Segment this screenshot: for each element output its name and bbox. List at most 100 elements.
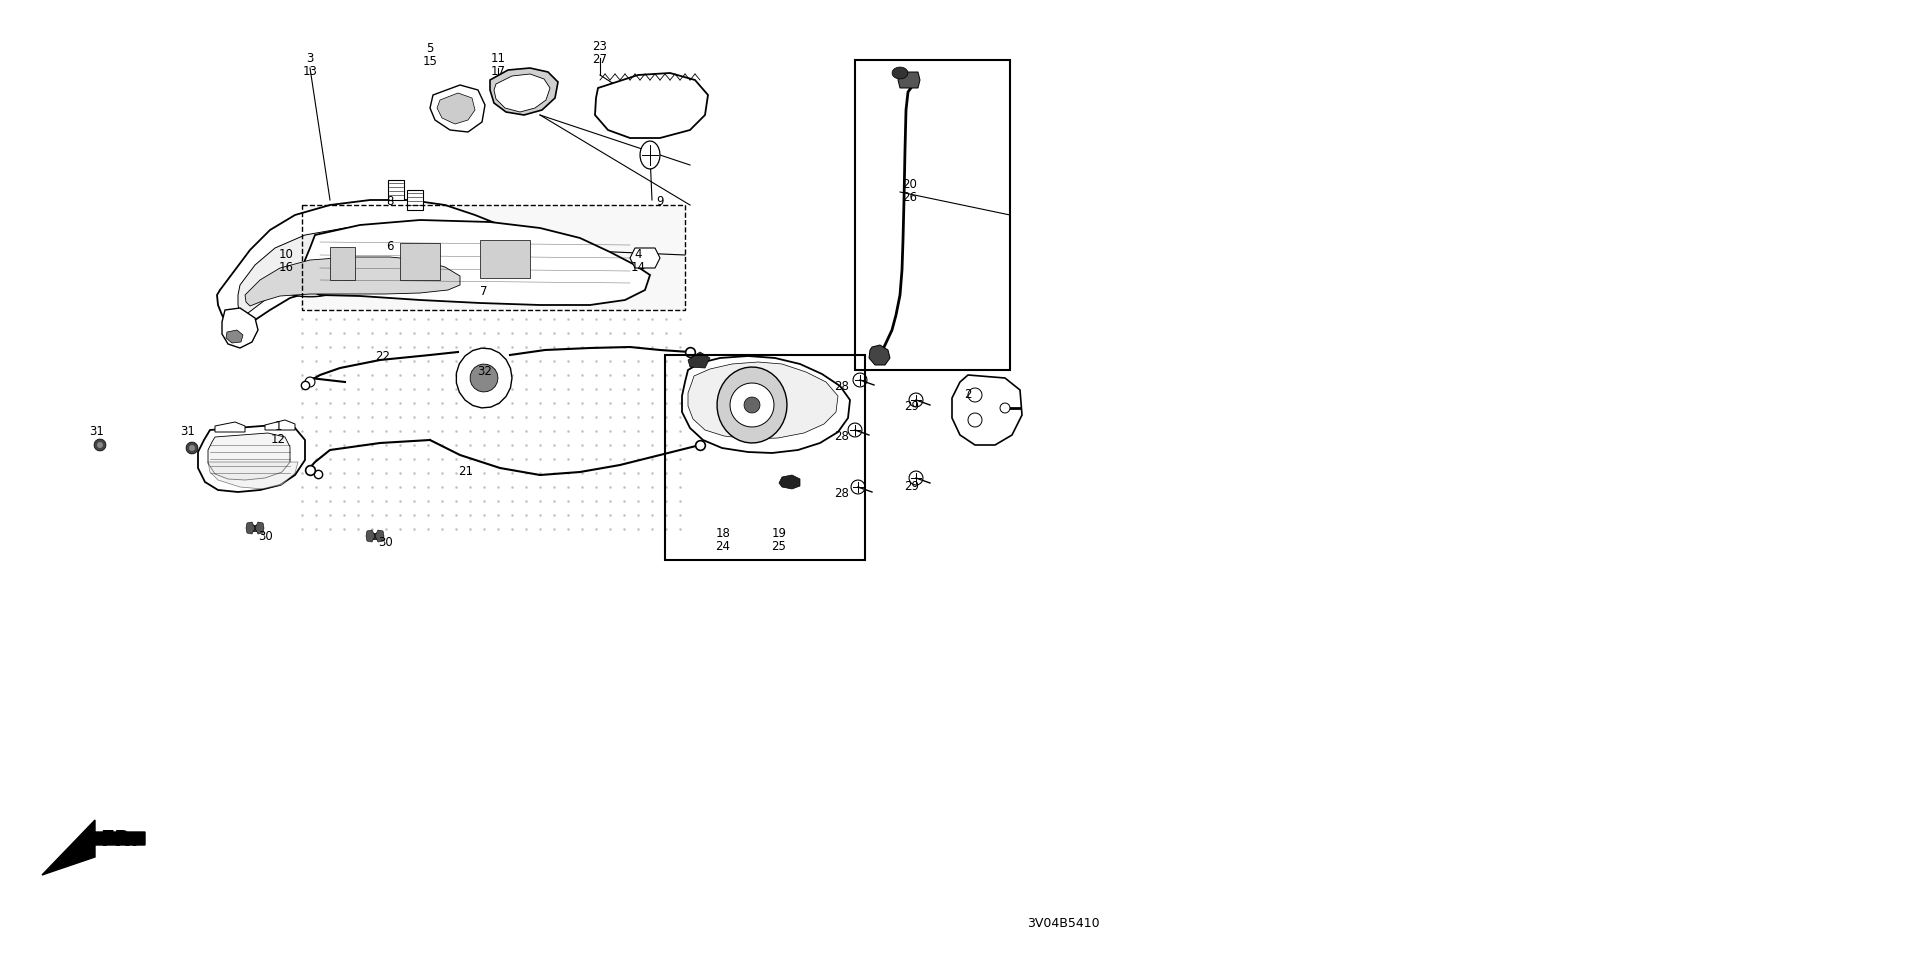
- Polygon shape: [639, 141, 660, 169]
- Text: 20: 20: [902, 178, 918, 191]
- Polygon shape: [952, 375, 1021, 445]
- Polygon shape: [780, 475, 801, 489]
- Polygon shape: [42, 820, 146, 875]
- Polygon shape: [207, 462, 298, 489]
- Polygon shape: [246, 522, 255, 534]
- Polygon shape: [968, 413, 981, 427]
- Text: 4: 4: [634, 248, 641, 261]
- Text: 23: 23: [593, 40, 607, 53]
- Polygon shape: [223, 308, 257, 348]
- Text: 15: 15: [422, 55, 438, 68]
- Polygon shape: [227, 330, 244, 343]
- Polygon shape: [1000, 403, 1010, 413]
- Polygon shape: [457, 348, 513, 408]
- Text: 29: 29: [904, 480, 920, 493]
- Text: 26: 26: [902, 191, 918, 204]
- Polygon shape: [682, 356, 851, 453]
- Text: 8: 8: [386, 195, 394, 208]
- Polygon shape: [238, 225, 497, 316]
- Text: 12: 12: [271, 433, 286, 446]
- Text: 28: 28: [835, 487, 849, 500]
- Text: 28: 28: [835, 430, 849, 443]
- Text: 16: 16: [278, 261, 294, 274]
- Polygon shape: [265, 420, 296, 430]
- Polygon shape: [198, 425, 305, 492]
- Text: 10: 10: [278, 248, 294, 261]
- Bar: [301, 205, 685, 310]
- Polygon shape: [188, 445, 196, 451]
- Text: 17: 17: [490, 65, 505, 78]
- Text: 31: 31: [90, 425, 104, 438]
- Polygon shape: [968, 388, 981, 402]
- Text: 25: 25: [772, 540, 787, 553]
- Polygon shape: [430, 85, 486, 132]
- Polygon shape: [893, 67, 908, 79]
- Text: 5: 5: [426, 42, 434, 55]
- Text: 21: 21: [459, 465, 474, 478]
- Polygon shape: [687, 352, 710, 368]
- Polygon shape: [407, 190, 422, 210]
- Text: 3: 3: [307, 52, 313, 65]
- Polygon shape: [371, 533, 380, 539]
- Text: 1: 1: [275, 420, 282, 433]
- Polygon shape: [687, 362, 837, 439]
- Text: 7: 7: [480, 285, 488, 298]
- Polygon shape: [730, 383, 774, 427]
- Text: 30: 30: [378, 536, 394, 549]
- Polygon shape: [367, 530, 374, 542]
- Polygon shape: [330, 247, 355, 280]
- Text: 27: 27: [593, 53, 607, 66]
- Polygon shape: [305, 377, 315, 387]
- Text: 32: 32: [478, 365, 492, 378]
- Polygon shape: [851, 480, 866, 494]
- Text: 22: 22: [376, 350, 390, 363]
- Polygon shape: [301, 220, 651, 305]
- Polygon shape: [899, 72, 920, 88]
- Bar: [664, 355, 866, 560]
- Polygon shape: [595, 73, 708, 138]
- Polygon shape: [388, 180, 403, 200]
- Polygon shape: [849, 423, 862, 437]
- Text: 30: 30: [259, 530, 273, 543]
- Polygon shape: [630, 248, 660, 268]
- Polygon shape: [399, 243, 440, 280]
- Polygon shape: [716, 367, 787, 443]
- Text: 24: 24: [716, 540, 730, 553]
- Text: 14: 14: [630, 261, 645, 274]
- Text: 18: 18: [716, 527, 730, 540]
- Polygon shape: [908, 471, 924, 485]
- Text: 11: 11: [490, 52, 505, 65]
- Text: 2: 2: [964, 388, 972, 401]
- Polygon shape: [250, 525, 259, 531]
- Text: 28: 28: [835, 380, 849, 393]
- Text: 29: 29: [904, 400, 920, 413]
- Text: 9: 9: [657, 195, 664, 208]
- Polygon shape: [246, 257, 461, 306]
- Polygon shape: [490, 68, 559, 115]
- Bar: [854, 60, 1010, 370]
- Text: 6: 6: [386, 240, 394, 253]
- Text: 3V04B5410: 3V04B5410: [1027, 917, 1100, 930]
- Polygon shape: [217, 200, 520, 330]
- Polygon shape: [284, 269, 336, 291]
- Polygon shape: [207, 433, 290, 480]
- Polygon shape: [438, 93, 474, 124]
- Polygon shape: [745, 397, 760, 413]
- Polygon shape: [255, 522, 265, 534]
- Text: 19: 19: [772, 527, 787, 540]
- Polygon shape: [94, 439, 106, 451]
- Polygon shape: [470, 364, 497, 392]
- Polygon shape: [908, 393, 924, 407]
- Polygon shape: [98, 442, 104, 448]
- Polygon shape: [493, 74, 549, 112]
- Polygon shape: [186, 442, 198, 454]
- Text: FR.: FR.: [100, 830, 138, 850]
- Polygon shape: [301, 205, 685, 310]
- Polygon shape: [480, 240, 530, 278]
- Polygon shape: [870, 345, 891, 365]
- Polygon shape: [273, 263, 348, 297]
- Polygon shape: [852, 373, 868, 387]
- Polygon shape: [374, 530, 384, 542]
- Text: 13: 13: [303, 65, 317, 78]
- Text: 31: 31: [180, 425, 196, 438]
